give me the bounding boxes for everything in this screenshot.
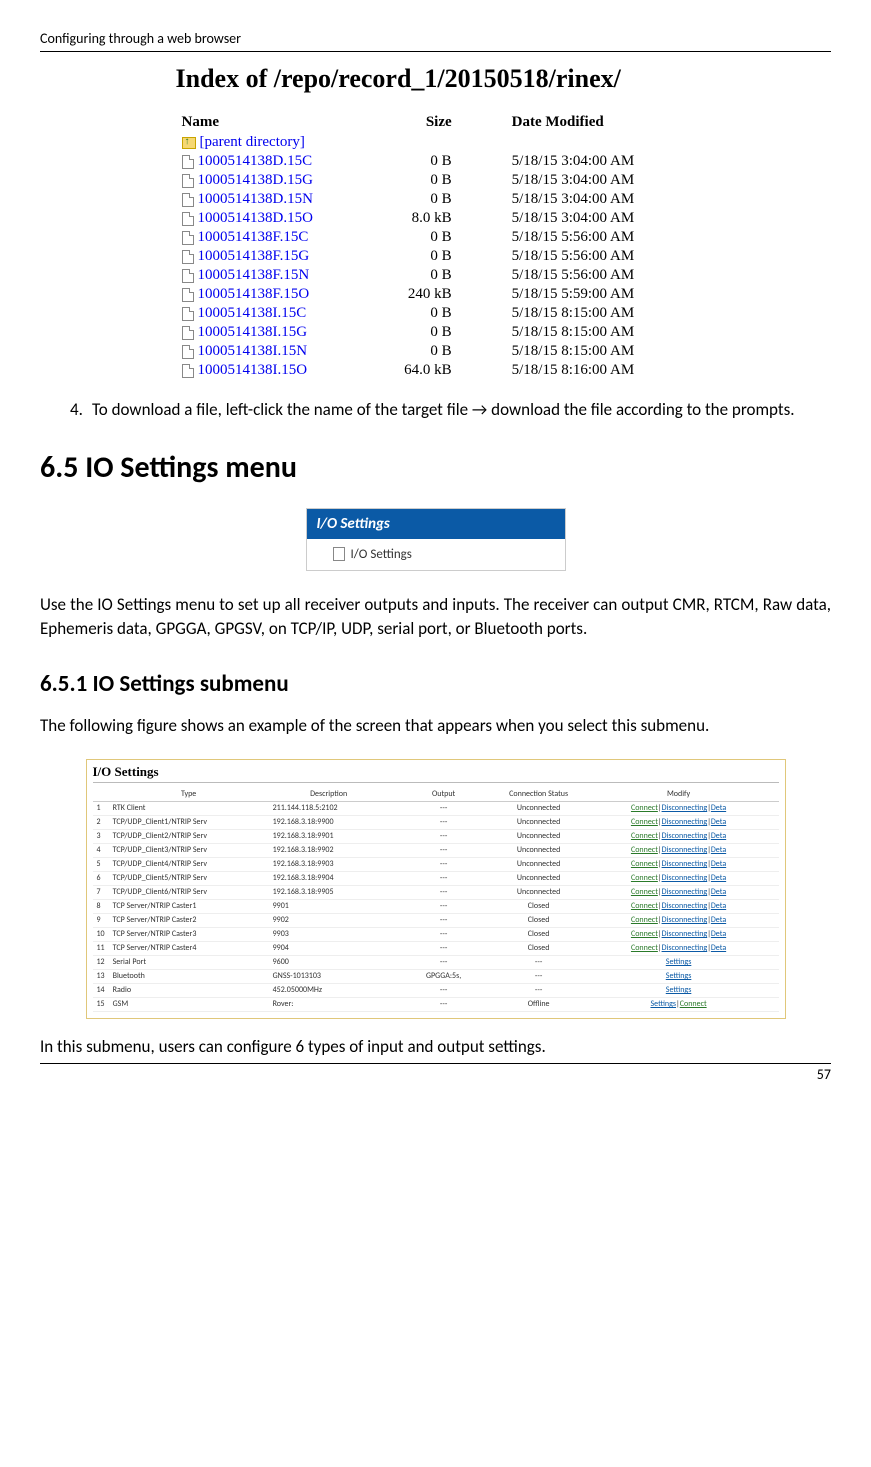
io-row: 9TCP Server/NTRIP Caster29902---ClosedCo… [93, 913, 779, 927]
file-row[interactable]: 1000514138I.15N0 B5/18/15 8:15:00 AM [176, 342, 696, 361]
modify-links[interactable]: Connect|Disconnecting|Deta [579, 941, 779, 955]
modify-links[interactable]: Settings [579, 969, 779, 983]
step-4-num: 4. [70, 398, 92, 423]
io-row: 12Serial Port9600------Settings [93, 955, 779, 969]
io-col-status: Connection Status [499, 787, 579, 802]
file-row[interactable]: 1000514138F.15N0 B5/18/15 5:56:00 AM [176, 266, 696, 285]
modify-links[interactable]: Connect|Disconnecting|Deta [579, 815, 779, 829]
io-row: 5TCP/UDP_Client4/NTRIP Serv192.168.3.18:… [93, 857, 779, 871]
file-row[interactable]: 1000514138I.15G0 B5/18/15 8:15:00 AM [176, 323, 696, 342]
modify-links[interactable]: Connect|Disconnecting|Deta [579, 801, 779, 815]
file-icon [182, 231, 194, 245]
io-row: 15GSMRover:---OfflineSettings|Connect [93, 997, 779, 1011]
modify-links[interactable]: Connect|Disconnecting|Deta [579, 829, 779, 843]
subsection-paragraph: The following figure shows an example of… [40, 714, 831, 739]
file-icon [182, 212, 194, 226]
file-row[interactable]: 1000514138F.15O240 kB5/18/15 5:59:00 AM [176, 285, 696, 304]
dir-title: Index of /repo/record_1/20150518/rinex/ [176, 64, 696, 94]
file-row[interactable]: 1000514138D.15N0 B5/18/15 3:04:00 AM [176, 190, 696, 209]
file-row[interactable]: 1000514138I.15C0 B5/18/15 8:15:00 AM [176, 304, 696, 323]
modify-links[interactable]: Connect|Disconnecting|Deta [579, 871, 779, 885]
dir-col-name: Name [176, 112, 369, 133]
page-number: 57 [40, 1063, 831, 1083]
directory-listing-screenshot: Index of /repo/record_1/20150518/rinex/ … [176, 64, 696, 380]
file-row[interactable]: 1000514138D.15O8.0 kB5/18/15 3:04:00 AM [176, 209, 696, 228]
io-row: 2TCP/UDP_Client1/NTRIP Serv192.168.3.18:… [93, 815, 779, 829]
step-4: 4.To download a file, left-click the nam… [100, 398, 831, 423]
file-icon [182, 250, 194, 264]
io-settings-title: I/O Settings [93, 764, 779, 783]
io-row: 10TCP Server/NTRIP Caster39903---ClosedC… [93, 927, 779, 941]
parent-dir-row[interactable]: [parent directory] [176, 133, 696, 152]
io-row: 8TCP Server/NTRIP Caster19901---ClosedCo… [93, 899, 779, 913]
folder-up-icon [182, 137, 196, 149]
io-row: 3TCP/UDP_Client2/NTRIP Serv192.168.3.18:… [93, 829, 779, 843]
file-icon [182, 288, 194, 302]
io-row: 11TCP Server/NTRIP Caster49904---ClosedC… [93, 941, 779, 955]
io-row: 4TCP/UDP_Client3/NTRIP Serv192.168.3.18:… [93, 843, 779, 857]
file-row[interactable]: 1000514138F.15G0 B5/18/15 5:56:00 AM [176, 247, 696, 266]
io-menu-item-label: I/O Settings [351, 547, 412, 562]
modify-links[interactable]: Settings [579, 983, 779, 997]
io-menu-screenshot: I/O Settings I/O Settings [306, 508, 566, 571]
modify-links[interactable]: Connect|Disconnecting|Deta [579, 899, 779, 913]
intro-paragraph: Use the IO Settings menu to set up all r… [40, 593, 831, 642]
io-col-type: Type [109, 787, 269, 802]
io-col-num [93, 787, 109, 802]
file-icon [182, 269, 194, 283]
io-menu-header: I/O Settings [307, 509, 565, 539]
io-settings-screenshot: I/O Settings Type Description Output Con… [86, 759, 786, 1019]
io-row: 1RTK Client211.144.118.5:2102---Unconnec… [93, 801, 779, 815]
file-icon [182, 326, 194, 340]
file-icon [182, 155, 194, 169]
file-row[interactable]: 1000514138I.15O64.0 kB5/18/15 8:16:00 AM [176, 361, 696, 380]
io-row: 13BluetoothGNSS-1013103GPGGA:5s,---Setti… [93, 969, 779, 983]
dir-table: Name Size Date Modified [parent director… [176, 112, 696, 380]
modify-links[interactable]: Settings|Connect [579, 997, 779, 1011]
io-row: 14Radio452.05000MHz------Settings [93, 983, 779, 997]
step-4-text: To download a file, left-click the name … [92, 399, 795, 420]
modify-links[interactable]: Connect|Disconnecting|Deta [579, 857, 779, 871]
io-settings-table: Type Description Output Connection Statu… [93, 787, 779, 1012]
io-row: 6TCP/UDP_Client5/NTRIP Serv192.168.3.18:… [93, 871, 779, 885]
dir-col-size: Size [369, 112, 482, 133]
file-icon [182, 174, 194, 188]
file-icon [182, 364, 194, 378]
modify-links[interactable]: Connect|Disconnecting|Deta [579, 913, 779, 927]
document-icon [333, 547, 345, 561]
file-row[interactable]: 1000514138D.15C0 B5/18/15 3:04:00 AM [176, 152, 696, 171]
file-icon [182, 345, 194, 359]
modify-links[interactable]: Connect|Disconnecting|Deta [579, 843, 779, 857]
modify-links[interactable]: Settings [579, 955, 779, 969]
parent-dir-label: [parent directory] [200, 134, 305, 150]
io-col-desc: Description [269, 787, 389, 802]
modify-links[interactable]: Connect|Disconnecting|Deta [579, 885, 779, 899]
dir-col-date: Date Modified [482, 112, 696, 133]
modify-links[interactable]: Connect|Disconnecting|Deta [579, 927, 779, 941]
section-6-5-heading: 6.5 IO Settings menu [40, 449, 831, 486]
file-icon [182, 193, 194, 207]
io-col-output: Output [389, 787, 499, 802]
io-row: 7TCP/UDP_Client6/NTRIP Serv192.168.3.18:… [93, 885, 779, 899]
file-row[interactable]: 1000514138D.15G0 B5/18/15 3:04:00 AM [176, 171, 696, 190]
io-menu-item[interactable]: I/O Settings [307, 539, 565, 570]
closing-paragraph: In this submenu, users can configure 6 t… [40, 1035, 831, 1060]
page-header: Configuring through a web browser [40, 30, 831, 52]
section-6-5-1-heading: 6.5.1 IO Settings submenu [40, 670, 831, 698]
io-col-modify: Modify [579, 787, 779, 802]
file-row[interactable]: 1000514138F.15C0 B5/18/15 5:56:00 AM [176, 228, 696, 247]
file-icon [182, 307, 194, 321]
